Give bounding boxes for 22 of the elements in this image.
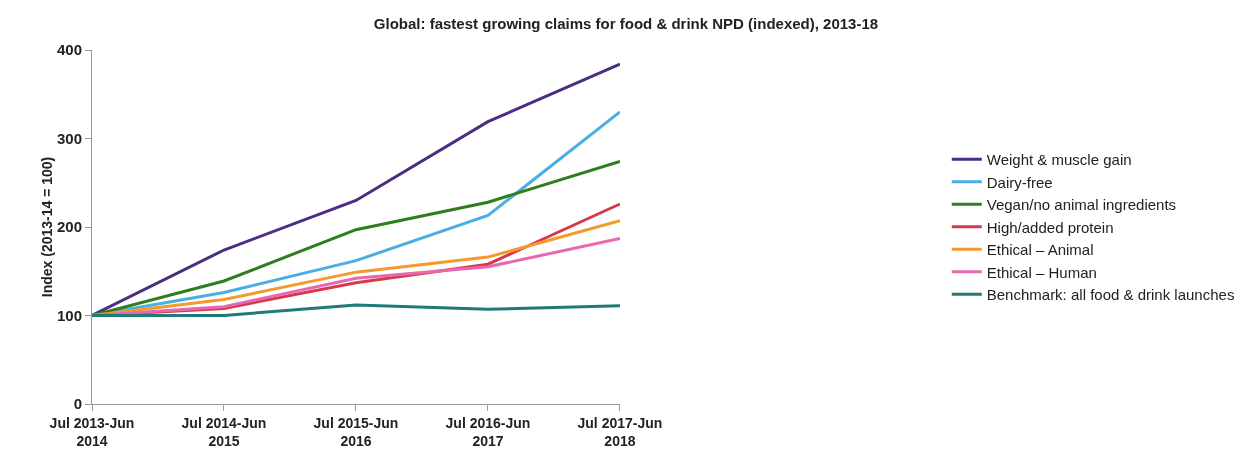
legend-label: High/added protein (986, 218, 1114, 236)
y-tick-label: 300 (56, 129, 82, 147)
x-tick-label: Jul 2017-Jun 2018 (577, 414, 663, 449)
y-tick-label: 100 (56, 306, 82, 324)
x-tick-label: Jul 2015-Jun 2016 (313, 414, 399, 449)
line-series (92, 303, 620, 317)
chart-title: Global: fastest growing claims for food & drink NPD (indexed), 2013-18 (373, 15, 879, 33)
y-tick-label: 0 (73, 395, 82, 413)
legend-label: Ethical – Human (986, 263, 1097, 281)
line-series (92, 62, 620, 317)
legend-label: Dairy-free (986, 173, 1053, 191)
y-tick-label: 400 (56, 41, 82, 59)
legend-label: Ethical – Animal (986, 241, 1094, 259)
line-series (92, 160, 620, 317)
x-tick-label: Jul 2016-Jun 2017 (445, 414, 531, 449)
y-tick-label: 200 (56, 218, 82, 236)
x-tick-label: Jul 2014-Jun 2015 (181, 414, 267, 449)
legend-label: Weight & muscle gain (986, 151, 1132, 169)
y-axis-title: Index (2013-14 = 100) (38, 156, 55, 298)
legend-label: Benchmark: all food & drink launches (986, 286, 1235, 304)
legend-label: Vegan/no animal ingredients (986, 196, 1177, 214)
x-tick-label: Jul 2013-Jun 2014 (49, 414, 135, 449)
